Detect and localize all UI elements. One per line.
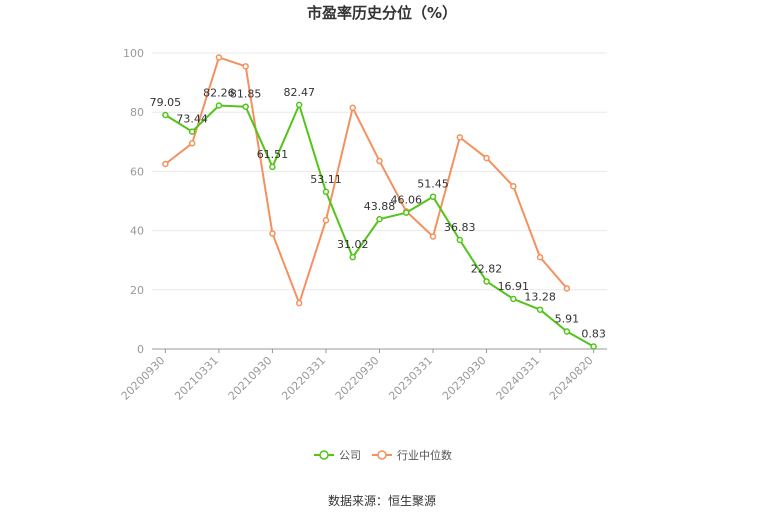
data-label: 36.83 <box>444 221 476 234</box>
data-point[interactable] <box>188 140 196 147</box>
data-point[interactable] <box>162 111 169 119</box>
data-point[interactable] <box>563 328 571 335</box>
x-tick-label: 20200930 <box>119 354 168 403</box>
series-layer <box>162 54 597 350</box>
series-line <box>164 103 595 348</box>
x-tick-label: 20240820 <box>547 354 596 403</box>
data-point[interactable] <box>456 236 464 244</box>
data-label: 79.05 <box>150 96 182 109</box>
data-point[interactable] <box>269 230 276 237</box>
data-point[interactable] <box>429 233 437 240</box>
x-tick-label: 20230930 <box>440 354 489 403</box>
data-label: 22.82 <box>471 262 503 275</box>
data-point[interactable] <box>456 134 464 141</box>
data-point[interactable] <box>590 343 597 350</box>
data-point[interactable] <box>563 285 571 292</box>
data-label: 82.47 <box>283 86 315 99</box>
data-label: 82.26 <box>203 87 235 100</box>
data-point[interactable] <box>188 128 196 135</box>
data-point[interactable] <box>376 157 383 165</box>
data-point[interactable] <box>349 253 356 261</box>
y-tick-label: 0 <box>137 343 144 356</box>
y-tick-label: 60 <box>130 165 144 178</box>
y-tick-label: 40 <box>130 225 144 238</box>
data-point[interactable] <box>376 215 383 223</box>
data-point[interactable] <box>269 163 276 171</box>
data-label: 13.28 <box>524 291 556 304</box>
data-point[interactable] <box>483 154 490 162</box>
y-tick-label: 80 <box>130 106 144 119</box>
data-label: 73.44 <box>176 113 208 126</box>
legend[interactable]: 公司 行业中位数 <box>314 448 452 462</box>
data-point[interactable] <box>403 209 410 216</box>
data-point[interactable] <box>510 295 517 303</box>
legend-item-industry-median[interactable]: 行业中位数 <box>372 448 452 462</box>
data-point[interactable] <box>242 63 249 70</box>
data-label: 81.85 <box>230 88 262 101</box>
grid <box>152 52 607 291</box>
data-point[interactable] <box>295 101 303 109</box>
data-label: 43.88 <box>364 200 396 213</box>
chart-title: 市盈率历史分位（%） <box>307 4 457 22</box>
x-tick-label: 20220331 <box>279 354 328 403</box>
data-point[interactable] <box>510 182 517 190</box>
source-note: 数据来源：恒生聚源 <box>328 493 436 508</box>
series-industry-median <box>162 54 571 307</box>
data-point[interactable] <box>429 193 437 200</box>
data-label: 51.45 <box>417 178 449 191</box>
data-point[interactable] <box>242 103 249 110</box>
data-label: 61.51 <box>257 148 289 161</box>
legend-label: 行业中位数 <box>397 448 452 462</box>
legend-marker-icon <box>319 450 329 460</box>
x-tick-label: 20220930 <box>333 354 382 403</box>
data-label: 16.91 <box>498 280 530 293</box>
data-point[interactable] <box>536 253 544 261</box>
data-point[interactable] <box>162 160 169 168</box>
legend-marker-icon <box>377 450 387 460</box>
y-tick-label: 20 <box>130 284 144 297</box>
data-point[interactable] <box>349 104 356 112</box>
data-label: 53.11 <box>310 173 342 186</box>
data-point[interactable] <box>215 54 223 61</box>
data-point[interactable] <box>536 306 544 313</box>
data-point[interactable] <box>322 216 330 224</box>
x-tick-label: 20210331 <box>172 354 221 403</box>
series-line <box>164 56 568 305</box>
series-company <box>162 101 597 350</box>
data-point[interactable] <box>483 278 490 285</box>
data-label: 0.83 <box>581 328 606 341</box>
data-label: 31.02 <box>337 238 369 251</box>
data-point[interactable] <box>322 188 330 196</box>
x-tick-label: 20230331 <box>386 354 435 403</box>
x-tick-label: 20240331 <box>493 354 542 403</box>
data-point[interactable] <box>215 102 223 109</box>
data-point[interactable] <box>295 299 303 307</box>
y-tick-label: 100 <box>123 47 144 60</box>
legend-item-company[interactable]: 公司 <box>314 449 361 462</box>
data-label: 5.91 <box>555 313 580 326</box>
x-tick-label: 20210930 <box>226 354 275 403</box>
legend-label: 公司 <box>339 449 361 462</box>
data-label: 46.06 <box>391 194 423 207</box>
